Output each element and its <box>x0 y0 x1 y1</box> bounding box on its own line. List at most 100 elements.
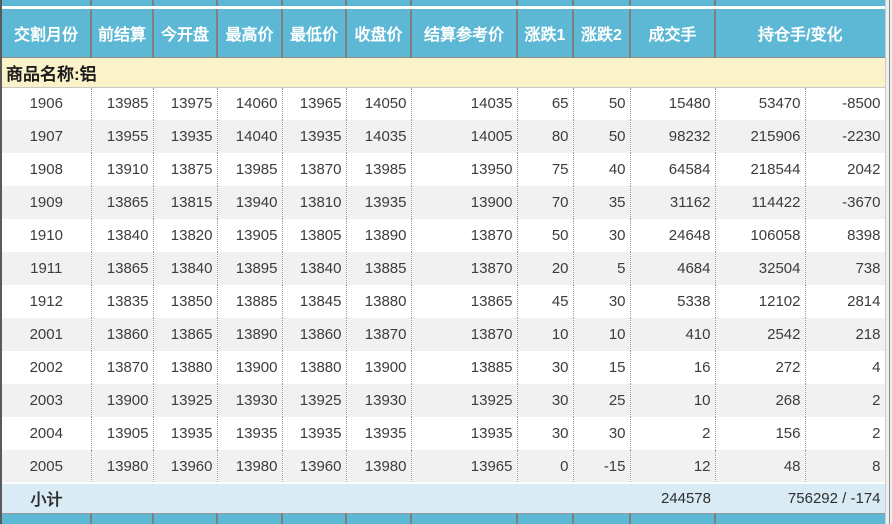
cell-oi-change: 8 <box>805 450 885 483</box>
cell-month: 1908 <box>2 153 92 186</box>
quote-row-1912: 1912 13835 13850 13885 13845 13880 13865 45 30 53… <box>2 285 885 318</box>
strip-cell <box>217 0 283 6</box>
strip-cell <box>715 0 885 6</box>
cell-low: 13845 <box>282 285 347 318</box>
cell-oi-change: 2 <box>805 384 885 417</box>
cell-open-interest: 215906 <box>715 120 806 153</box>
cell-open: 13925 <box>153 384 218 417</box>
strip-cell <box>2 512 92 524</box>
strip-cell <box>346 512 412 524</box>
cell-high: 13905 <box>217 219 283 252</box>
cell-low: 13960 <box>282 450 347 483</box>
cell-prev-settle: 13900 <box>91 384 154 417</box>
cell-high: 13900 <box>217 351 283 384</box>
cell-month: 1912 <box>2 285 92 318</box>
cell-chg1: 50 <box>517 219 574 252</box>
cell-chg2: 5 <box>573 252 631 285</box>
cell-volume: 98232 <box>630 120 716 153</box>
col-header-volume: 成交手 <box>630 9 716 58</box>
cell-chg1: 0 <box>517 450 574 483</box>
cell-prev-settle: 13835 <box>91 285 154 318</box>
cell-month: 1911 <box>2 252 92 285</box>
col-header-close: 收盘价 <box>346 9 412 58</box>
strip-cell <box>573 0 631 6</box>
right-panel-edge <box>885 0 892 524</box>
cell-low: 13965 <box>282 87 347 120</box>
cell-close: 13900 <box>346 351 412 384</box>
cell-volume: 24648 <box>630 219 716 252</box>
cell-close: 13930 <box>346 384 412 417</box>
table-header-row: 交割月份 前结算 今开盘 最高价 最低价 收盘价 结算参考价 涨跌1 涨跌2 成… <box>2 9 885 58</box>
strip-cell <box>630 512 716 524</box>
strip-cell <box>517 512 574 524</box>
cell-settle-ref: 13965 <box>411 450 518 483</box>
cell-low: 13935 <box>282 417 347 450</box>
cell-prev-settle: 13860 <box>91 318 154 351</box>
cell-chg2: 40 <box>573 153 631 186</box>
quote-row-2004: 2004 13905 13935 13935 13935 13935 13935 30 30 2 1… <box>2 417 885 450</box>
strip-cell <box>517 0 574 6</box>
cell-chg1: 30 <box>517 351 574 384</box>
cell-open: 13880 <box>153 351 218 384</box>
cell-open: 13840 <box>153 252 218 285</box>
quote-row-1910: 1910 13840 13820 13905 13805 13890 13870 50 30 24… <box>2 219 885 252</box>
cell-settle-ref: 13870 <box>411 252 518 285</box>
cell-chg1: 70 <box>517 186 574 219</box>
cell-low: 13880 <box>282 351 347 384</box>
cell-close: 13890 <box>346 219 412 252</box>
cell-volume: 5338 <box>630 285 716 318</box>
cell-close: 13935 <box>346 417 412 450</box>
cell-open-interest: 114422 <box>715 186 806 219</box>
cell-settle-ref: 13865 <box>411 285 518 318</box>
cell-close: 13980 <box>346 450 412 483</box>
cell-settle-ref: 13870 <box>411 318 518 351</box>
strip-cell <box>282 512 347 524</box>
cell-prev-settle: 13955 <box>91 120 154 153</box>
section-gap <box>2 6 885 9</box>
cell-open: 13975 <box>153 87 218 120</box>
cell-month: 1909 <box>2 186 92 219</box>
quotes-rows: 1906 13985 13975 14060 13965 14050 14035 65 50 15… <box>2 87 885 483</box>
cell-volume: 410 <box>630 318 716 351</box>
col-header-high: 最高价 <box>217 9 283 58</box>
cell-volume: 12 <box>630 450 716 483</box>
cell-chg2: 50 <box>573 120 631 153</box>
col-header-open-interest-change: 持仓手/变化 <box>715 9 885 58</box>
cell-open: 13815 <box>153 186 218 219</box>
strip-cell <box>153 0 218 6</box>
subtotal-label: 小计 <box>2 482 91 513</box>
quote-row-1909: 1909 13865 13815 13940 13810 13935 13900 70 35 31… <box>2 186 885 219</box>
cell-open: 13820 <box>153 219 218 252</box>
cell-open-interest: 2542 <box>715 318 806 351</box>
strip-cell <box>573 512 631 524</box>
cell-settle-ref: 13870 <box>411 219 518 252</box>
cell-chg2: 10 <box>573 318 631 351</box>
cell-prev-settle: 13905 <box>91 417 154 450</box>
cell-oi-change: 2 <box>805 417 885 450</box>
cell-chg1: 20 <box>517 252 574 285</box>
cell-chg2: 30 <box>573 285 631 318</box>
cell-chg2: -15 <box>573 450 631 483</box>
cell-low: 13925 <box>282 384 347 417</box>
cell-close: 13885 <box>346 252 412 285</box>
cell-high: 13980 <box>217 450 283 483</box>
cell-chg2: 15 <box>573 351 631 384</box>
quote-row-2005: 2005 13980 13960 13980 13960 13980 13965 0 -15 12… <box>2 450 885 483</box>
cell-oi-change: -3670 <box>805 186 885 219</box>
col-header-delivery-month: 交割月份 <box>2 9 92 58</box>
cell-volume: 4684 <box>630 252 716 285</box>
cell-open: 13960 <box>153 450 218 483</box>
cell-open-interest: 272 <box>715 351 806 384</box>
cell-oi-change: 218 <box>805 318 885 351</box>
quote-row-1906: 1906 13985 13975 14060 13965 14050 14035 65 50 15… <box>2 87 885 120</box>
cell-high: 13940 <box>217 186 283 219</box>
cell-chg1: 80 <box>517 120 574 153</box>
cell-prev-settle: 13980 <box>91 450 154 483</box>
strip-cell <box>282 0 347 6</box>
cell-open-interest: 12102 <box>715 285 806 318</box>
strip-cell <box>2 0 92 6</box>
cell-open-interest: 106058 <box>715 219 806 252</box>
cell-prev-settle: 13910 <box>91 153 154 186</box>
